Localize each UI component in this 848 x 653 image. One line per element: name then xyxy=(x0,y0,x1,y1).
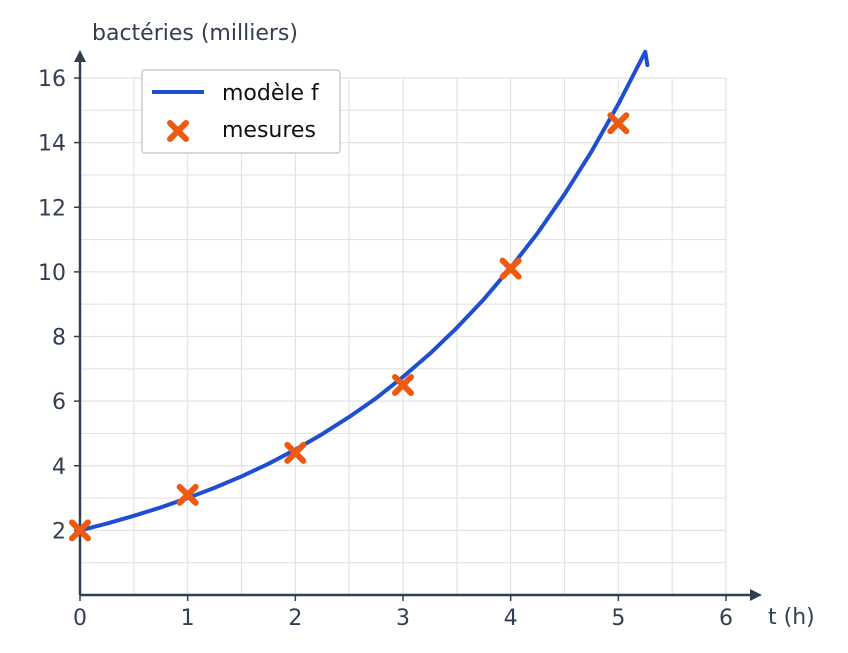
marker-stroke xyxy=(176,483,199,506)
x-axis-label: t (h) xyxy=(768,605,815,630)
y-tick-label: 10 xyxy=(38,261,66,286)
data-point xyxy=(69,519,91,542)
data-point xyxy=(499,257,522,280)
y-tick-label: 8 xyxy=(52,326,66,351)
x-tick-label: 0 xyxy=(73,606,87,631)
marker-stroke xyxy=(69,519,91,542)
x-tick-label: 1 xyxy=(181,606,195,631)
x-axis-arrow xyxy=(750,589,762,601)
grid xyxy=(80,77,727,595)
legend: modèle f mesures xyxy=(141,69,341,154)
y-tick-label: 6 xyxy=(52,390,66,415)
marker-stroke xyxy=(284,441,307,464)
data-point xyxy=(176,483,199,506)
legend-label: modèle f xyxy=(222,81,320,106)
y-tick-label: 4 xyxy=(52,455,66,480)
x-tick-label: 4 xyxy=(504,606,518,631)
y-tick-label: 12 xyxy=(38,196,66,221)
marker-stroke xyxy=(167,120,189,142)
legend-marker-swatch xyxy=(167,120,189,142)
axes xyxy=(74,50,762,601)
marker-stroke xyxy=(607,112,630,135)
y-axis-label: bactéries (milliers) xyxy=(92,21,298,46)
marker-stroke xyxy=(392,373,414,396)
y-axis-arrow xyxy=(74,50,86,62)
y-tick-label: 2 xyxy=(52,519,66,544)
data-point xyxy=(607,112,630,135)
x-tick-label: 3 xyxy=(396,606,410,631)
data-point xyxy=(284,441,307,464)
x-tick-label: 5 xyxy=(611,606,625,631)
legend-label: mesures xyxy=(222,118,316,143)
marker-stroke xyxy=(499,257,522,280)
y-tick-label: 14 xyxy=(38,132,66,157)
y-tick-label: 16 xyxy=(38,67,66,92)
x-tick-label: 6 xyxy=(719,606,733,631)
x-tick-label: 2 xyxy=(288,606,302,631)
series-layer xyxy=(69,49,650,542)
data-point xyxy=(392,373,414,396)
